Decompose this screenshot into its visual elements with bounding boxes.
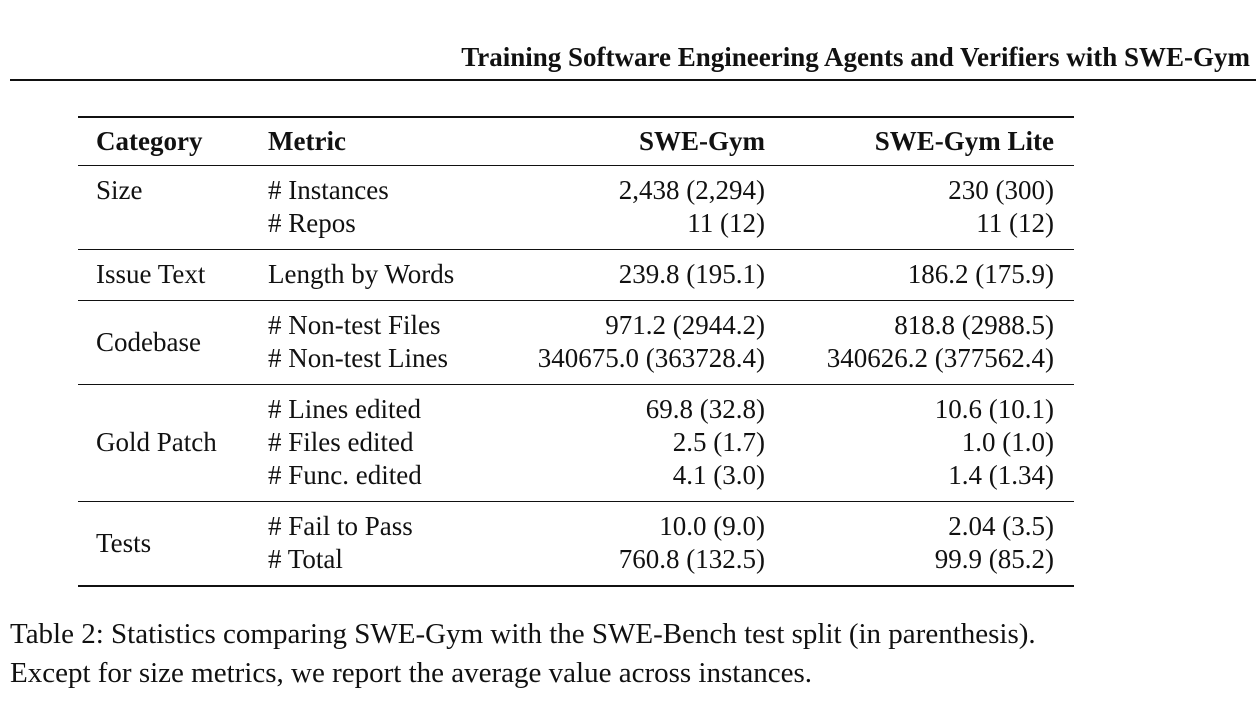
swe-gym-lite-cell: 2.04 (3.5) 99.9 (85.2) bbox=[765, 502, 1074, 587]
category-label: Issue Text bbox=[96, 259, 206, 289]
metric-cell: # Lines edited # Files edited # Func. edit… bbox=[268, 385, 518, 502]
swe-gym-value: 4.1 (3.0) bbox=[672, 460, 765, 490]
category-cell: Codebase bbox=[78, 301, 268, 385]
swe-gym-lite-value: 2.04 (3.5) bbox=[948, 511, 1054, 541]
swe-gym-lite-cell: 186.2 (175.9) bbox=[765, 250, 1074, 301]
table-row-group: Size # Instances # Repos 2,438 (2,294) 11 (1… bbox=[78, 166, 1074, 250]
header-swe-gym: SWE-Gym bbox=[638, 126, 765, 156]
category-label: Gold Patch bbox=[96, 427, 217, 457]
metric-label: # Non-test Lines bbox=[268, 343, 448, 373]
swe-gym-lite-value: 186.2 (175.9) bbox=[907, 259, 1054, 289]
swe-gym-lite-value: 340626.2 (377562.4) bbox=[826, 343, 1054, 373]
swe-gym-cell: 971.2 (2944.2) 340675.0 (363728.4) bbox=[518, 301, 765, 385]
metric-label: # Fail to Pass bbox=[268, 511, 413, 541]
swe-gym-value: 11 (12) bbox=[687, 208, 765, 238]
swe-gym-value: 10.0 (9.0) bbox=[659, 511, 765, 541]
category-cell: Issue Text bbox=[78, 250, 268, 301]
swe-gym-lite-value: 230 (300) bbox=[948, 175, 1054, 205]
table-caption: Table 2: Statistics comparing SWE-Gym wi… bbox=[10, 615, 1250, 693]
swe-gym-value: 69.8 (32.8) bbox=[645, 394, 765, 424]
swe-gym-value: 760.8 (132.5) bbox=[618, 544, 765, 574]
metric-label: # Lines edited bbox=[268, 394, 421, 424]
metric-cell: # Non-test Files # Non-test Lines bbox=[268, 301, 518, 385]
category-label: Size bbox=[96, 175, 143, 205]
swe-gym-lite-cell: 10.6 (10.1) 1.0 (1.0) 1.4 (1.34) bbox=[765, 385, 1074, 502]
metric-cell: Length by Words bbox=[268, 250, 518, 301]
header-metric: Metric bbox=[268, 126, 346, 156]
metric-label: # Total bbox=[268, 544, 343, 574]
swe-gym-lite-value: 10.6 (10.1) bbox=[934, 394, 1054, 424]
category-cell: Tests bbox=[78, 502, 268, 587]
table-row-group: Codebase # Non-test Files # Non-test Lines… bbox=[78, 301, 1074, 385]
swe-gym-value: 2,438 (2,294) bbox=[618, 175, 765, 205]
metric-label: Length by Words bbox=[268, 259, 455, 289]
swe-gym-value: 2.5 (1.7) bbox=[672, 427, 765, 457]
metric-label: # Non-test Files bbox=[268, 310, 441, 340]
table-header-row: Category Metric SWE-Gym SWE-Gym Lite bbox=[78, 117, 1074, 166]
table-row-group: Tests # Fail to Pass # Total 10.0 (9.0) 760.… bbox=[78, 502, 1074, 587]
swe-gym-cell: 2,438 (2,294) 11 (12) bbox=[518, 166, 765, 250]
category-label: Codebase bbox=[96, 326, 201, 357]
metric-label: # Instances bbox=[268, 175, 389, 205]
running-head: Training Software Engineering Agents and… bbox=[461, 42, 1250, 72]
metric-cell: # Instances # Repos bbox=[268, 166, 518, 250]
table-row-group: Gold Patch # Lines edited # Files edited # … bbox=[78, 385, 1074, 502]
swe-gym-value: 971.2 (2944.2) bbox=[605, 310, 765, 340]
swe-gym-lite-cell: 230 (300) 11 (12) bbox=[765, 166, 1074, 250]
swe-gym-lite-value: 11 (12) bbox=[976, 208, 1054, 238]
swe-gym-lite-value: 99.9 (85.2) bbox=[934, 544, 1054, 574]
metric-cell: # Fail to Pass # Total bbox=[268, 502, 518, 587]
category-label: Tests bbox=[96, 527, 152, 558]
header-rule bbox=[10, 79, 1256, 81]
statistics-table: Category Metric SWE-Gym SWE-Gym Lite Siz… bbox=[78, 116, 1074, 587]
swe-gym-lite-value: 1.0 (1.0) bbox=[961, 427, 1054, 457]
swe-gym-lite-value: 818.8 (2988.5) bbox=[894, 310, 1054, 340]
swe-gym-cell: 69.8 (32.8) 2.5 (1.7) 4.1 (3.0) bbox=[518, 385, 765, 502]
metric-label: # Func. edited bbox=[268, 460, 422, 490]
metric-label: # Files edited bbox=[268, 427, 414, 457]
swe-gym-cell: 239.8 (195.1) bbox=[518, 250, 765, 301]
swe-gym-cell: 10.0 (9.0) 760.8 (132.5) bbox=[518, 502, 765, 587]
swe-gym-lite-value: 1.4 (1.34) bbox=[948, 460, 1054, 490]
header-swe-gym-lite: SWE-Gym Lite bbox=[874, 126, 1054, 156]
swe-gym-value: 340675.0 (363728.4) bbox=[537, 343, 765, 373]
header-category: Category bbox=[96, 126, 203, 156]
swe-gym-lite-cell: 818.8 (2988.5) 340626.2 (377562.4) bbox=[765, 301, 1074, 385]
table-row-group: Issue Text Length by Words 239.8 (195.1) 18… bbox=[78, 250, 1074, 301]
caption-line: Except for size metrics, we report the a… bbox=[10, 657, 812, 689]
category-cell: Gold Patch bbox=[78, 385, 268, 502]
category-cell: Size bbox=[78, 166, 268, 250]
metric-label: # Repos bbox=[268, 208, 356, 238]
swe-gym-value: 239.8 (195.1) bbox=[618, 259, 765, 289]
caption-line: Table 2: Statistics comparing SWE-Gym wi… bbox=[10, 618, 1036, 650]
